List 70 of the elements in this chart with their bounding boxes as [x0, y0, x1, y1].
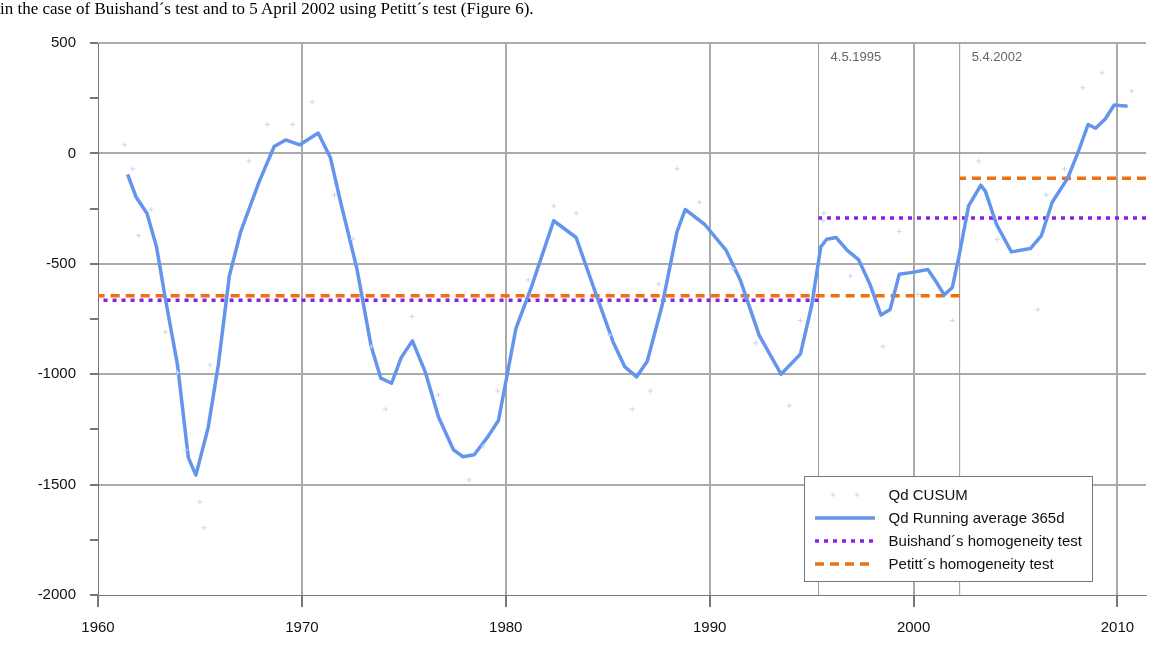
point	[309, 99, 316, 106]
x-tick-label: 1960	[81, 618, 115, 636]
point	[207, 361, 214, 368]
point	[264, 121, 271, 128]
point	[289, 121, 296, 128]
legend-label: Qd CUSUM	[888, 486, 968, 503]
point	[245, 158, 252, 165]
point	[573, 210, 580, 217]
point	[647, 387, 654, 394]
point	[1061, 165, 1068, 172]
point	[730, 265, 737, 272]
point	[196, 499, 203, 506]
x-tick-label: 1980	[489, 618, 523, 636]
point	[1128, 88, 1135, 95]
y-tick-label: 0	[67, 143, 76, 161]
text: in the case of Buishand´s test and to 5 April 2002 using Petitt´s test (Figure 6).	[0, 0, 534, 20]
point	[525, 276, 532, 283]
point	[201, 524, 208, 531]
point	[786, 402, 793, 409]
point	[1043, 191, 1050, 198]
x-tick-label: 2010	[1100, 618, 1135, 636]
point	[1034, 306, 1041, 313]
point	[174, 369, 181, 376]
point	[331, 191, 338, 198]
x-tick-label: 1970	[285, 618, 319, 636]
point	[896, 228, 903, 235]
point	[914, 291, 921, 298]
ref-line-label: 4.5.1995	[830, 49, 882, 65]
ref-line-label: 5.4.2002	[971, 49, 1023, 65]
point	[879, 343, 886, 350]
point	[368, 343, 375, 350]
point	[129, 165, 136, 172]
legend-label: Buishand´s homogeneity test	[888, 532, 1082, 549]
point	[606, 332, 613, 339]
point	[466, 476, 473, 483]
point	[1079, 84, 1086, 91]
point	[148, 206, 155, 213]
point	[629, 406, 636, 413]
point	[752, 339, 759, 346]
x-tick-label: 2000	[896, 618, 931, 636]
point	[797, 317, 804, 324]
point	[121, 141, 128, 148]
point	[182, 446, 189, 453]
point	[480, 443, 487, 450]
point	[550, 202, 557, 209]
point	[994, 236, 1001, 243]
point	[819, 217, 826, 224]
point	[655, 280, 662, 287]
y-tick-label: -1000	[37, 364, 76, 382]
point	[135, 232, 142, 239]
point	[349, 236, 356, 243]
point	[162, 328, 169, 335]
y-tick-label: 500	[50, 33, 76, 51]
legend-label: Petitt´s homogeneity test	[888, 555, 1054, 572]
y-tick-label: -500	[45, 253, 76, 271]
y-tick-label: -2000	[37, 585, 76, 603]
point	[494, 387, 501, 394]
point	[847, 273, 854, 280]
point	[1099, 69, 1106, 76]
point	[820, 210, 827, 217]
point	[975, 158, 982, 165]
point	[674, 165, 681, 172]
point	[408, 313, 415, 320]
point	[696, 199, 703, 206]
x-tick-label: 1990	[692, 618, 727, 636]
legend-label: Qd Running average 365d	[888, 509, 1065, 526]
y-tick-label: -1500	[37, 474, 76, 492]
point	[949, 317, 956, 324]
point	[435, 391, 442, 398]
point	[382, 406, 389, 413]
